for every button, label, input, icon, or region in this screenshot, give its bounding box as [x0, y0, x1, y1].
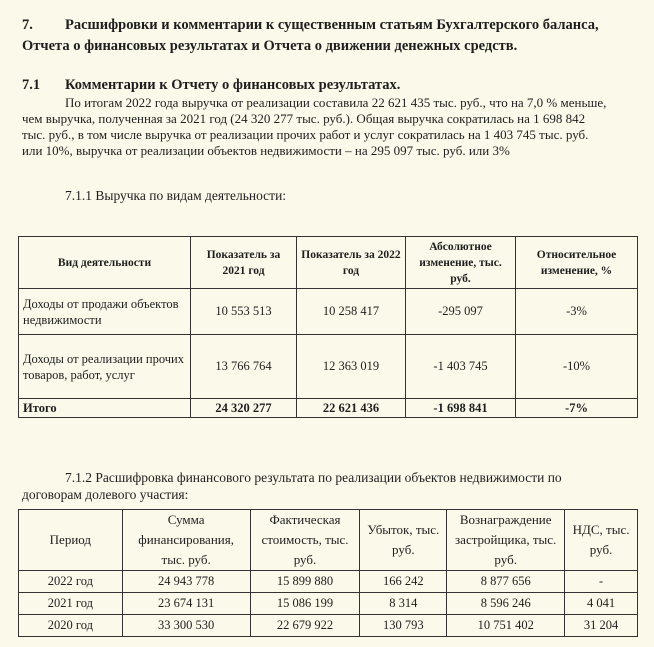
- section-71-number: 7.1: [22, 77, 41, 93]
- cell: -7%: [515, 398, 638, 418]
- cell: 24 320 277: [190, 398, 297, 418]
- cell: 4 041: [564, 592, 638, 615]
- paragraph-line: чем выручка, полученная за 2021 год (24 …: [22, 111, 586, 126]
- header-cell: Сумма финансирования, тыс. руб.: [121, 509, 251, 571]
- table-row: Доходы от реализации прочих товаров, раб…: [18, 334, 638, 399]
- cell: Итого: [18, 398, 191, 418]
- cell: 12 363 019: [296, 334, 406, 399]
- cell: 2021 год: [18, 592, 123, 615]
- cell: 23 674 131: [121, 592, 251, 615]
- cell: -3%: [515, 288, 638, 335]
- total-row: Итого 24 320 277 22 621 436 -1 698 841 -…: [18, 398, 638, 418]
- cell: 15 899 880: [249, 570, 361, 593]
- cell: 8 596 246: [446, 592, 566, 615]
- revenue-table: Вид деятельности Показатель за 2021 год …: [18, 236, 638, 418]
- cell: 13 766 764: [190, 334, 297, 399]
- section-7-title-line1: Расшифровки и комментарии к существенным…: [65, 17, 599, 33]
- table2-caption-line2: договорам долевого участия:: [22, 487, 189, 502]
- header-cell: Фактическая стоимость, тыс. руб.: [249, 509, 361, 571]
- table-row: 2022 год 24 943 778 15 899 880 166 242 8…: [18, 570, 638, 593]
- cell: Доходы от реализации прочих товаров, раб…: [18, 334, 191, 399]
- cell: 2020 год: [18, 614, 123, 637]
- cell: 130 793: [359, 614, 448, 637]
- cell: -: [564, 570, 638, 593]
- cell: 166 242: [359, 570, 448, 593]
- cell: 10 258 417: [296, 288, 406, 335]
- cell: Доходы от продажи объектов недвижимости: [18, 288, 191, 335]
- cell: 15 086 199: [249, 592, 361, 615]
- cell: 33 300 530: [121, 614, 251, 637]
- table2-caption-line1: 7.1.2 Расшифровка финансового результата…: [65, 470, 562, 485]
- cell: 10 751 402: [446, 614, 566, 637]
- cell: -10%: [515, 334, 638, 399]
- table-row: 2020 год 33 300 530 22 679 922 130 793 1…: [18, 614, 638, 637]
- header-cell: Убыток, тыс. руб.: [359, 509, 448, 571]
- section-7-title-line2: Отчета о финансовых результатах и Отчета…: [22, 38, 518, 54]
- cell: -1 698 841: [405, 398, 516, 418]
- table-row: Доходы от продажи объектов недвижимости …: [18, 288, 638, 335]
- cell: -1 403 745: [405, 334, 516, 399]
- section-71-title: Комментарии к Отчету о финансовых резуль…: [65, 77, 401, 93]
- header-cell: Относительное изменение, %: [515, 236, 638, 289]
- cell: 8 877 656: [446, 570, 566, 593]
- cell: 22 679 922: [249, 614, 361, 637]
- section-7-number: 7.: [22, 17, 33, 33]
- shared-construction-table: Период Сумма финансирования, тыс. руб. Ф…: [18, 509, 638, 637]
- header-cell: Вознаграждение застройщика, тыс. руб.: [446, 509, 566, 571]
- cell: -295 097: [405, 288, 516, 335]
- table1-caption: 7.1.1 Выручка по видам деятельности:: [65, 188, 287, 203]
- header-cell: НДС, тыс. руб.: [564, 509, 638, 571]
- cell: 31 204: [564, 614, 638, 637]
- header-cell: Показатель за 2021 год: [190, 236, 297, 289]
- cell: 22 621 436: [296, 398, 406, 418]
- table-row: 2021 год 23 674 131 15 086 199 8 314 8 5…: [18, 592, 638, 615]
- header-cell: Показатель за 2022 год: [296, 236, 406, 289]
- header-cell: Период: [18, 509, 123, 571]
- cell: 2022 год: [18, 570, 123, 593]
- header-cell: Абсолютное изменение, тыс. руб.: [405, 236, 516, 289]
- cell: 8 314: [359, 592, 448, 615]
- paragraph-line: По итогам 2022 года выручка от реализаци…: [65, 95, 607, 110]
- header-cell: Вид деятельности: [18, 236, 191, 289]
- cell: 24 943 778: [121, 570, 251, 593]
- paragraph-line: или 10%, выручка от реализации объектов …: [22, 143, 510, 158]
- paragraph-line: тыс. руб., в том числе выручка от реализ…: [22, 127, 589, 142]
- cell: 10 553 513: [190, 288, 297, 335]
